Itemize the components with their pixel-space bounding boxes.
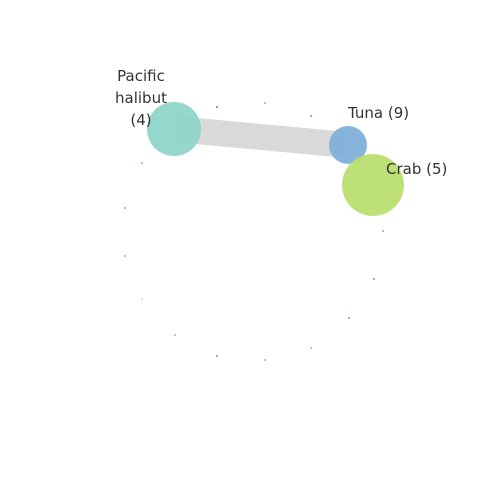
minor-node xyxy=(216,106,218,108)
minor-node xyxy=(124,255,126,257)
minor-node xyxy=(124,207,126,209)
edges-layer xyxy=(172,116,350,158)
node-label-line: (4) xyxy=(130,111,151,129)
node-label-line: Pacific xyxy=(117,67,165,85)
node-pacific-halibut xyxy=(147,102,201,156)
nodes-layer xyxy=(147,102,404,216)
edge-pacific-halibut-tuna xyxy=(172,116,350,158)
minor-node xyxy=(348,317,350,319)
node-label-pacific-halibut: Pacific halibut (4) xyxy=(115,67,167,129)
minor-node xyxy=(373,278,375,280)
minor-node xyxy=(141,162,143,164)
minor-node xyxy=(216,355,218,357)
minor-node xyxy=(382,230,384,232)
node-crab xyxy=(342,154,404,216)
minor-node xyxy=(174,334,176,336)
minor-nodes-layer xyxy=(124,102,384,361)
node-tuna xyxy=(329,126,367,164)
minor-node xyxy=(141,298,143,300)
node-label-tuna: Tuna (9) xyxy=(347,104,409,122)
node-label-line: halibut xyxy=(115,89,167,107)
minor-node xyxy=(264,359,266,361)
minor-node xyxy=(310,115,312,117)
node-label-crab: Crab (5) xyxy=(386,160,447,178)
minor-node xyxy=(310,347,312,349)
labels-layer: Pacific halibut (4) Tuna (9) Crab (5) xyxy=(115,67,447,178)
node-label-line: Tuna (9) xyxy=(347,104,409,122)
minor-node xyxy=(264,102,266,104)
node-label-line: Crab (5) xyxy=(386,160,447,178)
